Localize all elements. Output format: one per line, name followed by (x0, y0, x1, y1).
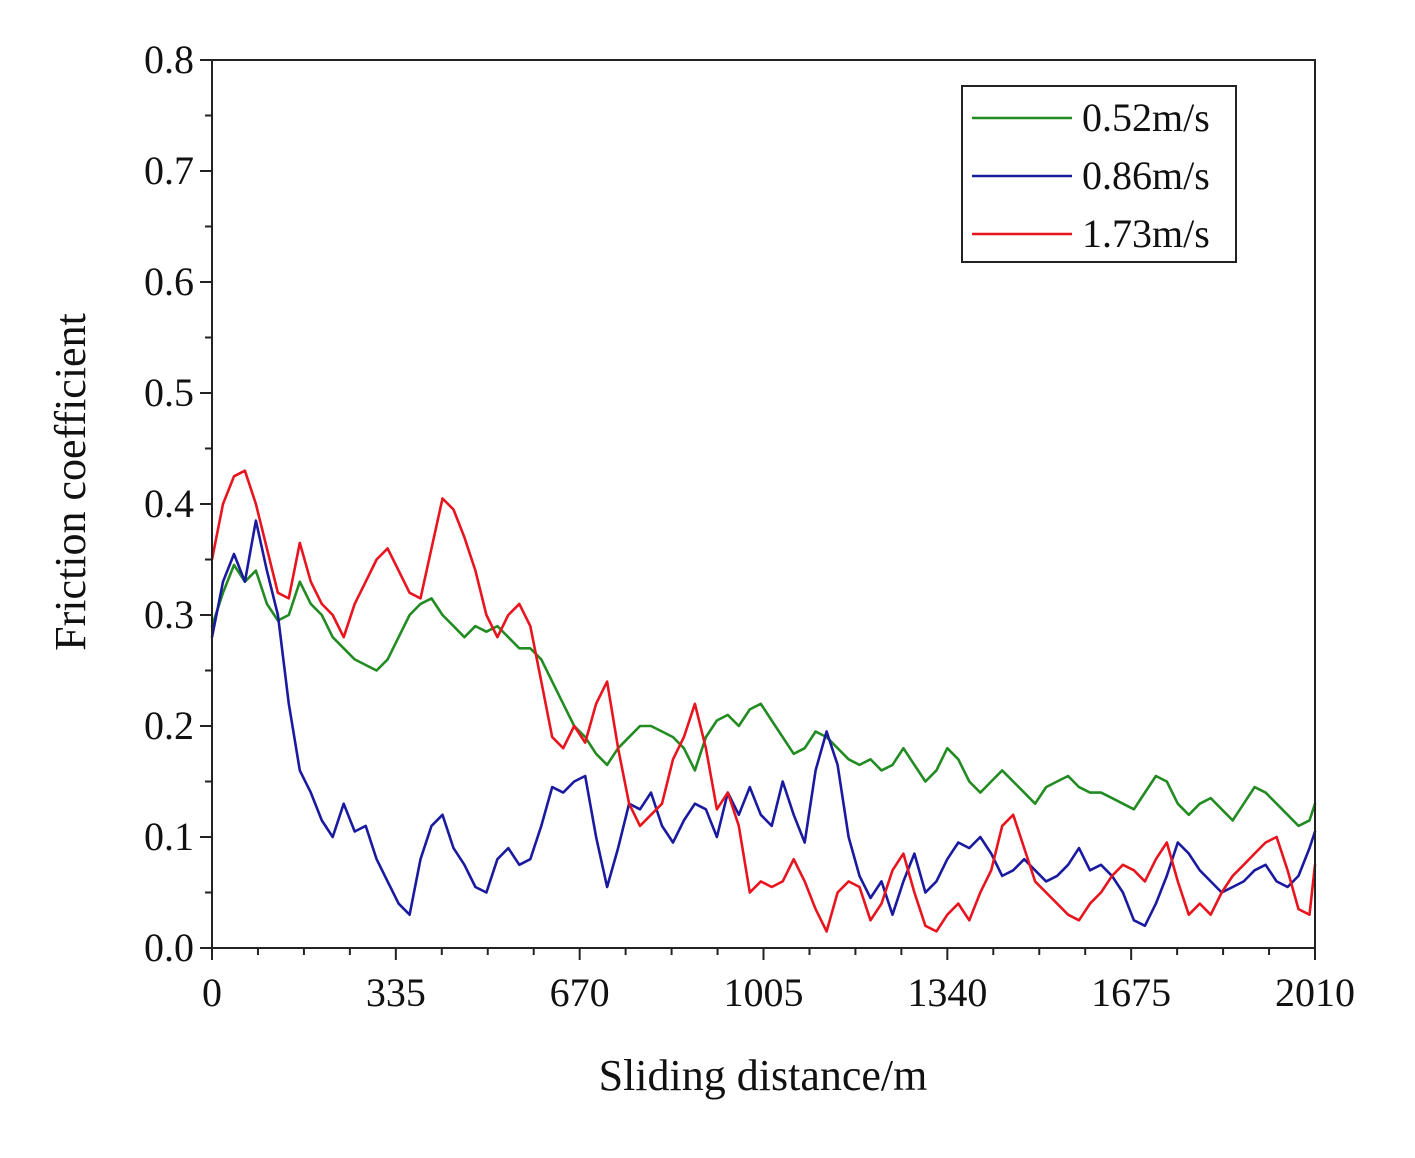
y-tick-label: 0.0 (144, 925, 194, 970)
x-tick-label: 1675 (1091, 970, 1171, 1015)
y-tick-label: 0.7 (144, 148, 194, 193)
y-tick-label: 0.6 (144, 259, 194, 304)
legend-label-2: 0.86m/s (1082, 153, 1210, 198)
x-axis-title: Sliding distance/m (599, 1051, 928, 1100)
x-tick-label: 1005 (724, 970, 804, 1015)
legend-box (961, 85, 1237, 263)
series-line-2 (210, 519, 1317, 928)
y-axis-title: Friction coefficient (46, 313, 95, 651)
legend-label-1: 0.52m/s (1082, 95, 1210, 140)
axis-ticks-group (200, 59, 1316, 960)
y-tick-label: 0.8 (144, 37, 194, 82)
y-tick-label: 0.3 (144, 592, 194, 637)
x-tick-label: 335 (366, 970, 426, 1015)
legend-label-3: 1.73m/s (1082, 211, 1210, 256)
legend: 0.52m/s 0.86m/s 1.73m/s (961, 85, 1237, 263)
series-line-1 (210, 563, 1317, 828)
y-tick-label: 0.4 (144, 481, 194, 526)
y-tick-label: 0.1 (144, 814, 194, 859)
x-tick-label: 0 (202, 970, 222, 1015)
series-line-3 (210, 469, 1317, 933)
tick-labels-group: 0.0 0.1 0.2 0.3 0.4 0.5 0.6 0.7 0.8 0 335 670 1005 13… (144, 37, 1355, 1015)
x-tick-label: 1340 (907, 970, 987, 1015)
y-tick-label: 0.2 (144, 703, 194, 748)
y-tick-label: 0.5 (144, 370, 194, 415)
x-tick-label: 670 (550, 970, 610, 1015)
x-tick-label: 2010 (1275, 970, 1355, 1015)
plot-series-group (210, 469, 1317, 933)
